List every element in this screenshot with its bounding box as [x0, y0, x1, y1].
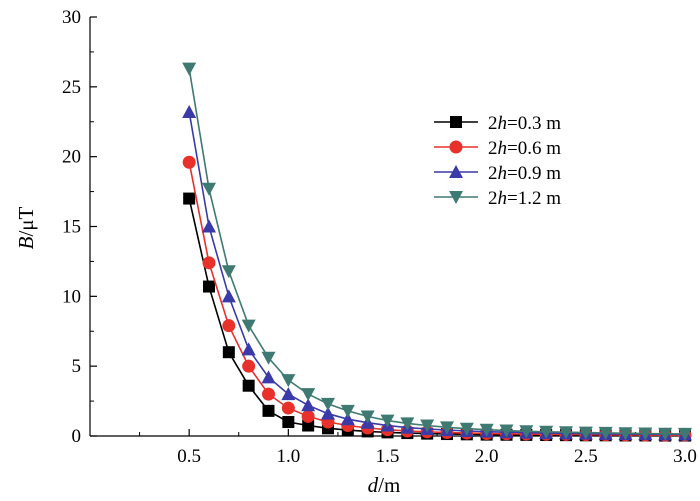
data-point — [578, 426, 593, 440]
legend-label: 2h=0.6 m — [488, 138, 561, 159]
data-point — [222, 346, 235, 359]
data-point — [182, 62, 197, 76]
data-point — [321, 397, 335, 411]
data-point — [221, 265, 236, 279]
data-point — [281, 387, 296, 401]
data-point — [221, 289, 236, 303]
data-point — [440, 421, 454, 435]
data-point — [262, 387, 275, 401]
y-tick-label: 10 — [62, 286, 81, 307]
data-point — [241, 342, 256, 356]
y-axis: 0 5 10 15 20 25 30 — [62, 7, 97, 447]
data-point — [242, 379, 255, 392]
series-layer — [182, 62, 692, 442]
legend-marker — [449, 191, 463, 204]
series-line — [188, 68, 686, 435]
x-axis-label-unit: /m — [378, 473, 400, 497]
data-point — [678, 427, 692, 441]
legend: 2h=0.3 m 2h=0.6 m 2h=0.9 m 2h=1.2 m — [434, 113, 561, 209]
legend-item: 2h=0.9 m — [434, 163, 561, 184]
series-1 — [183, 192, 691, 442]
legend-label: 2h=0.3 m — [488, 113, 561, 134]
x-axis-label: d/m — [368, 473, 401, 497]
data-point — [222, 319, 236, 333]
data-point — [261, 370, 276, 384]
data-point — [202, 219, 216, 233]
data-point — [618, 427, 633, 441]
x-tick-label: 1.5 — [376, 446, 400, 467]
data-point — [479, 423, 494, 437]
x-tick-label: 2.0 — [475, 446, 499, 467]
data-point — [301, 388, 316, 402]
data-point — [302, 419, 315, 432]
data-point — [301, 398, 316, 412]
data-point — [340, 404, 355, 418]
data-point — [183, 192, 196, 205]
series-line — [188, 198, 685, 437]
legend-item: 2h=0.6 m — [434, 138, 561, 159]
y-tick-label: 20 — [62, 147, 81, 168]
data-point — [539, 425, 554, 439]
legend-marker — [450, 116, 462, 128]
data-point — [380, 414, 395, 428]
legend-item: 2h=1.2 m — [434, 188, 561, 209]
legend-item: 2h=0.3 m — [434, 113, 561, 134]
data-point — [340, 412, 355, 426]
series-4 — [182, 62, 692, 441]
data-point — [360, 410, 375, 424]
y-tick-label: 30 — [62, 7, 81, 28]
legend-marker — [449, 165, 463, 178]
data-point — [281, 401, 295, 415]
data-point — [519, 425, 534, 439]
y-tick-label: 5 — [72, 356, 82, 377]
x-tick-label: 3.0 — [673, 446, 697, 467]
x-tick-label: 0.5 — [177, 446, 201, 467]
data-point — [242, 359, 256, 373]
x-tick-label: 2.5 — [574, 446, 598, 467]
legend-label: 2h=0.9 m — [488, 163, 561, 184]
data-point — [241, 319, 256, 333]
plot-area — [89, 17, 685, 437]
legend-marker — [449, 140, 463, 154]
data-point — [598, 426, 613, 440]
data-point — [203, 280, 215, 293]
data-point — [282, 416, 295, 429]
x-axis-label-var: d — [368, 473, 379, 497]
data-point — [301, 409, 315, 423]
data-point — [658, 427, 673, 441]
y-axis-label-var: B — [14, 236, 38, 249]
y-tick-label: 15 — [62, 217, 81, 238]
data-point — [261, 351, 276, 365]
y-tick-label: 25 — [62, 77, 81, 98]
data-point — [182, 155, 196, 169]
data-point — [321, 406, 335, 420]
x-tick-label: 1.0 — [276, 446, 300, 467]
series-3 — [182, 104, 692, 441]
data-point — [281, 374, 296, 388]
data-point — [182, 104, 197, 118]
data-point — [459, 422, 474, 436]
data-point — [499, 424, 514, 438]
y-tick-label: 0 — [72, 426, 82, 447]
y-axis-label: B/μT — [14, 206, 38, 249]
data-point — [400, 417, 415, 431]
data-point — [202, 182, 216, 196]
data-point — [420, 419, 435, 433]
data-point — [262, 404, 275, 417]
y-axis-label-unit: /μT — [14, 206, 38, 236]
data-point — [638, 427, 653, 441]
data-point — [202, 256, 216, 270]
data-point — [559, 426, 573, 440]
legend-label: 2h=1.2 m — [488, 188, 561, 209]
